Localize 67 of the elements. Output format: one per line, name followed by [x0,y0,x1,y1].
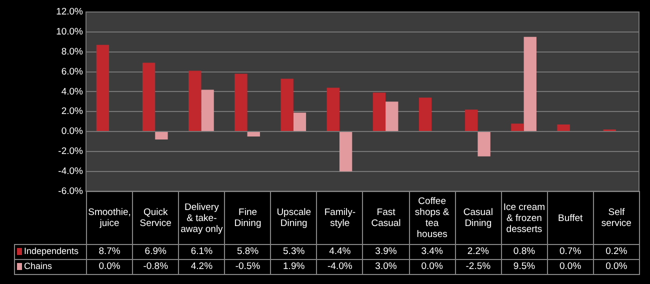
data-label: -2.5% [455,259,502,274]
data-label: 4.4% [316,244,363,260]
bar [326,88,340,132]
y-tick-label: 6.0% [61,66,84,78]
y-tick-label: -2.0% [58,146,84,158]
x-tick-label: Fine Dining [224,192,271,244]
data-label: 4.2% [178,259,225,274]
bar [155,132,168,140]
y-tick-label: 2.0% [61,106,84,118]
x-tick-label: Casual Dining [455,192,502,244]
x-tick-label: Fast Casual [362,192,410,244]
x-tick-label: Delivery & take-away only [178,192,225,244]
data-label: 5.3% [270,244,317,260]
data-label: -0.5% [224,259,271,274]
bar [386,102,398,132]
bar [247,132,260,137]
x-tick-label: Buffet [547,192,594,244]
x-tick-label: Coffee shops & tea houses [409,192,456,244]
bar [188,70,202,132]
bar [511,124,524,132]
y-tick-label: -6.0% [58,186,84,197]
data-label: 0.0% [409,259,456,274]
x-tick-label: Family-style [316,192,363,244]
y-tick-label: 0.0% [61,126,84,138]
bar [234,74,248,132]
data-label: 5.8% [224,244,271,260]
data-label: 6.1% [178,244,225,260]
x-tick-label: Ice cream & frozen desserts [501,192,548,244]
data-label: 3.9% [362,244,410,260]
y-tick-label: 10.0% [56,26,84,38]
bar [96,44,110,132]
x-tick-label: Self service [593,192,640,244]
bar [478,132,490,156]
data-label: 0.0% [593,259,640,274]
bar [201,90,214,132]
bar [339,132,352,172]
data-label: 3.4% [409,244,456,260]
y-tick-label: 8.0% [61,46,84,58]
legend-label: Chains [14,259,86,274]
bar [557,124,570,132]
data-label: 6.9% [132,244,179,260]
y-tick-label: 12.0% [56,6,84,18]
data-label: 0.2% [593,244,640,260]
bar [524,36,536,132]
data-label: 9.5% [501,259,548,274]
y-tick-label: -4.0% [58,166,84,178]
bar [142,62,156,132]
data-label: 0.0% [547,259,594,274]
bar [293,112,306,132]
y-tick-label: 4.0% [61,86,84,98]
data-label: 2.2% [455,244,502,260]
data-label: 0.8% [501,244,548,260]
x-tick-label: Quick Service [132,192,179,244]
legend-label: Independents [14,244,86,260]
data-label: 8.7% [86,244,133,260]
x-tick-label: Smoothie, juice [86,192,133,244]
bar [280,78,294,132]
bar [418,98,432,132]
data-label: -4.0% [316,259,363,274]
data-label: 0.0% [86,259,133,274]
x-tick-label: Upscale Dining [270,192,317,244]
bar [465,110,478,132]
bar [372,92,386,132]
data-label: 3.0% [362,259,410,274]
data-label: 0.7% [547,244,594,260]
data-label: -0.8% [132,259,179,274]
data-label: 1.9% [270,259,317,274]
